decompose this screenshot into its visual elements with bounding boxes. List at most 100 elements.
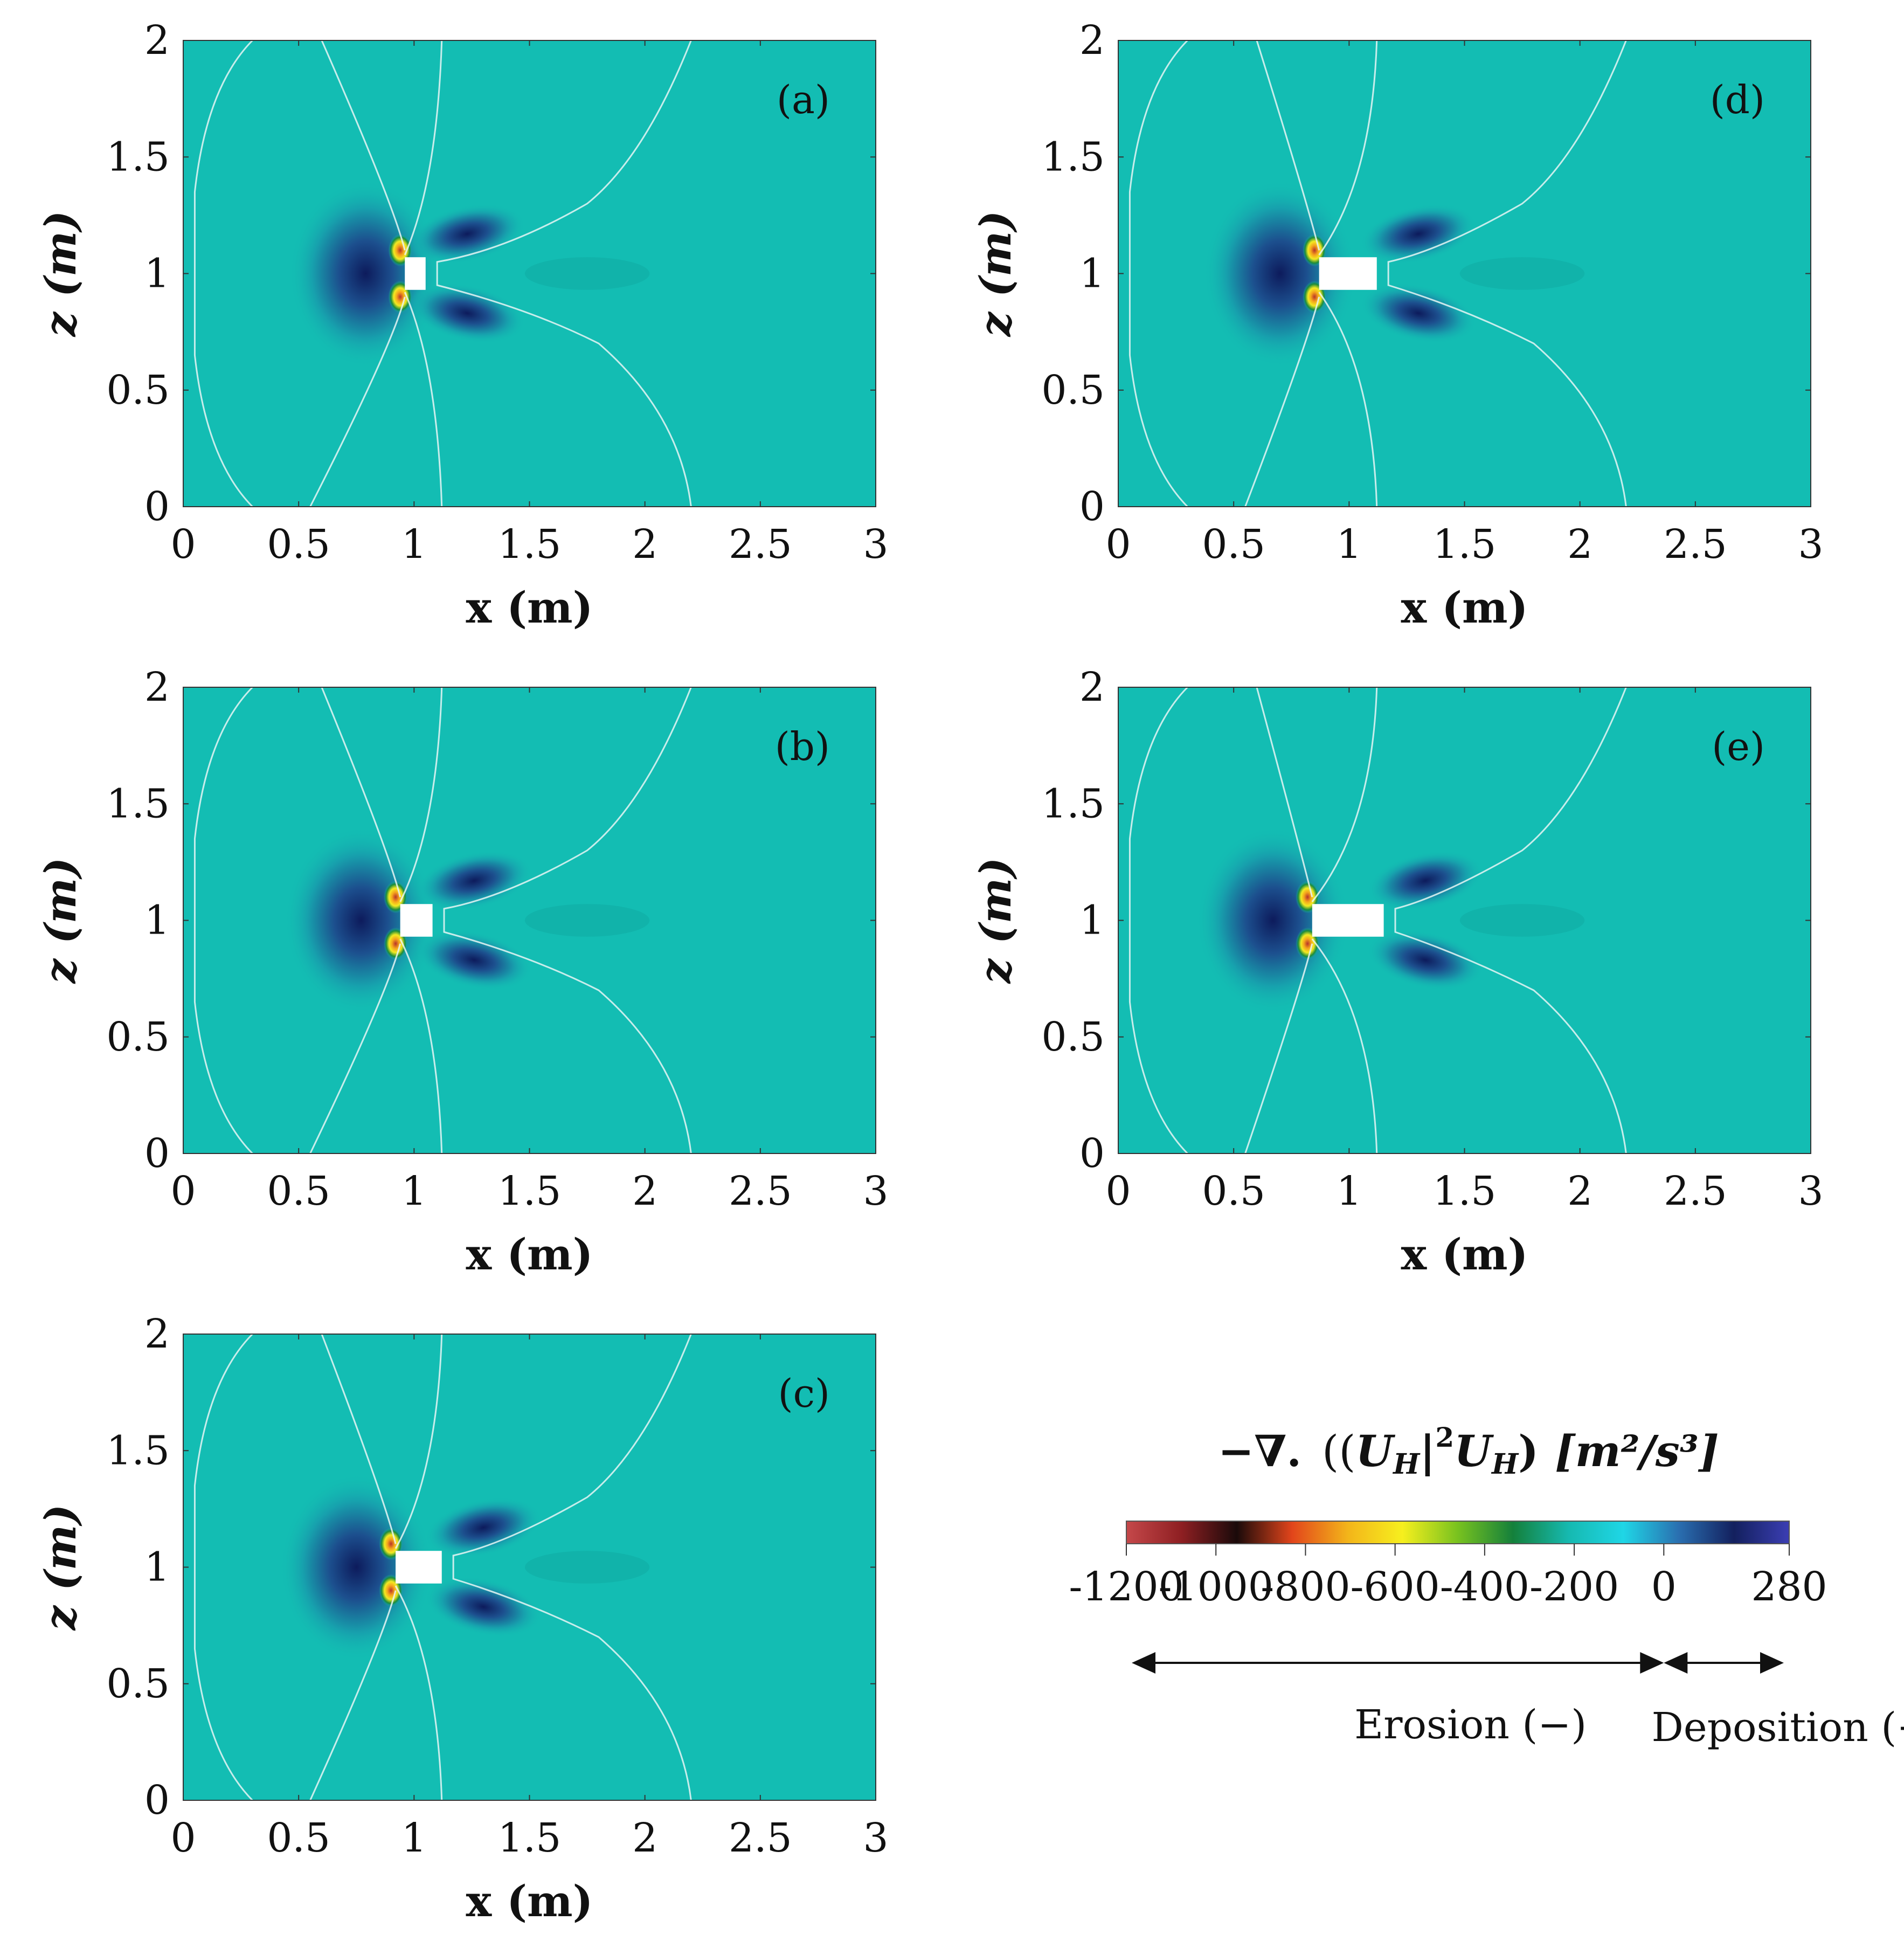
erosion-arrow-head-left (1132, 1652, 1155, 1674)
upper-lateral-lobe (425, 1497, 542, 1558)
y-tick-label: 1 (144, 1544, 170, 1591)
y-tick-label: 0 (144, 1130, 170, 1177)
panel-e: 0 0.5 1 1.5 2 2.5 3 0 0.5 1 1.5 2 x (m) z (m) (e) (970, 664, 1824, 1280)
colorbar-title-H2: H (1491, 1448, 1519, 1481)
contour-left (193, 40, 253, 507)
colorbar-title-U1: U (1355, 1426, 1395, 1476)
x-tick-label: 0.5 (1202, 521, 1265, 568)
x-tick-label: 0.5 (1202, 1168, 1265, 1214)
x-tick-label: 0 (1105, 521, 1131, 568)
erosion-label: Erosion (−) (1354, 1702, 1587, 1748)
colorbar: −∇. ((UH|2UH) [m²/s³] -1200-1000-800 -600-… (1069, 1421, 1904, 1751)
colorbar-title-prefix: −∇. (1218, 1426, 1301, 1476)
colorbar-title: −∇. ((UH|2UH) [m²/s³] (1218, 1421, 1719, 1481)
y-tick-label: 0.5 (106, 1014, 170, 1060)
y-tick-label: 0.5 (1041, 367, 1105, 413)
x-tick-label: 2.5 (1664, 521, 1727, 568)
wake-region (524, 1551, 650, 1584)
x-tick-label: 0.5 (267, 521, 330, 568)
panel-label: (b) (775, 724, 830, 769)
x-tick-label: 1.5 (1433, 1168, 1497, 1214)
contour-near (1318, 40, 1378, 507)
contour-left (193, 1334, 253, 1800)
contour-left (1128, 687, 1188, 1153)
contour-left (193, 687, 253, 1153)
obstacle (400, 904, 433, 937)
contour-near (399, 687, 443, 1153)
colorbar-tick-label: -200 (1529, 1564, 1619, 1610)
lower-lateral-lobe (409, 283, 525, 343)
deposition-label: Deposition (+) (1652, 1704, 1904, 1751)
upstream-erosion-lobe (1196, 827, 1349, 1014)
x-tick-label: 0 (170, 1168, 196, 1214)
x-tick-label: 2.5 (1664, 1168, 1727, 1214)
y-tick-label: 0 (1079, 1130, 1105, 1177)
panel-label: (e) (1712, 724, 1765, 769)
upper-lateral-lobe (1360, 204, 1477, 264)
lower-lateral-lobe (425, 1577, 542, 1637)
x-tick-label: 3 (1798, 521, 1823, 568)
colorbar-tick-label: -600 (1351, 1564, 1440, 1610)
y-tick-label: 1.5 (106, 134, 170, 180)
panel-label: (d) (1710, 77, 1765, 122)
panel-c-field (183, 1334, 876, 1800)
x-tick-label: 1.5 (498, 1168, 562, 1214)
contour-upstream (309, 687, 401, 1153)
x-axis-title: x (m) (1401, 1229, 1528, 1280)
y-tick-label: 1.5 (106, 780, 170, 827)
colorbar-tick-label: -1000 (1159, 1564, 1273, 1610)
x-tick-label: 0.5 (267, 1168, 330, 1214)
y-tick-label: 1 (144, 251, 170, 297)
x-tick-label: 1 (1337, 1168, 1362, 1214)
contour-upstream (309, 40, 406, 507)
x-tick-label: 3 (863, 1168, 888, 1214)
colorbar-tick-label: 0 (1651, 1564, 1677, 1610)
contour-near (394, 1334, 443, 1800)
x-tick-label: 1.5 (498, 521, 562, 568)
y-tick-label: 2 (144, 664, 170, 710)
x-tick-label: 1 (401, 1815, 427, 1861)
upstream-erosion-lobe (1203, 180, 1356, 367)
contour-upstream (309, 1334, 397, 1800)
deposition-arrow-head-right (1760, 1652, 1784, 1674)
y-tick-label: 2 (144, 17, 170, 64)
contour-near (1311, 687, 1378, 1153)
contour-upstream (1244, 687, 1313, 1153)
panels-group: 0 0.5 1 1.5 2 2.5 3 0 0.5 1 1.5 2 x (m) z (m) (a) 0 0.5 1… (35, 17, 1824, 1926)
upper-lateral-lobe (409, 204, 525, 264)
colorbar-tick-label: -400 (1440, 1564, 1529, 1610)
panel-a-field (183, 40, 876, 507)
wake-region (524, 904, 650, 937)
colorbar-title-bar: | (1420, 1426, 1435, 1477)
x-tick-label: 3 (863, 521, 888, 568)
obstacle (1312, 904, 1384, 937)
x-tick-label: 0 (1105, 1168, 1131, 1214)
x-tick-label: 3 (1798, 1168, 1823, 1214)
y-axis-title: z (m) (35, 211, 86, 338)
y-axis-title: z (m) (970, 858, 1021, 985)
panel-a: 0 0.5 1 1.5 2 2.5 3 0 0.5 1 1.5 2 x (m) z (m) (a) (35, 17, 889, 633)
contour-downstream (1387, 40, 1627, 507)
panel-label: (a) (777, 77, 830, 122)
wake-region (1459, 904, 1585, 937)
y-tick-label: 1.5 (1041, 780, 1105, 827)
colorbar-tick-label: -800 (1261, 1564, 1350, 1610)
lower-lateral-lobe (1367, 930, 1484, 990)
y-tick-label: 0.5 (106, 1661, 170, 1707)
panel-label: (c) (778, 1371, 830, 1416)
colorbar-title-U2: U (1454, 1426, 1494, 1476)
y-tick-label: 0 (1079, 483, 1105, 530)
y-tick-label: 2 (1079, 664, 1105, 710)
obstacle (1319, 257, 1377, 290)
wake-region (524, 257, 650, 290)
colorbar-bar (1126, 1521, 1790, 1544)
y-tick-label: 0 (144, 483, 170, 530)
lower-lateral-lobe (416, 930, 532, 990)
contour-downstream (1394, 687, 1627, 1153)
colorbar-title-units: [m²/s³] (1555, 1426, 1719, 1476)
colorbar-title-exponent: 2 (1435, 1421, 1454, 1453)
upper-lateral-lobe (1367, 851, 1484, 911)
upstream-erosion-lobe (280, 1474, 433, 1661)
x-tick-label: 2 (632, 1168, 657, 1214)
